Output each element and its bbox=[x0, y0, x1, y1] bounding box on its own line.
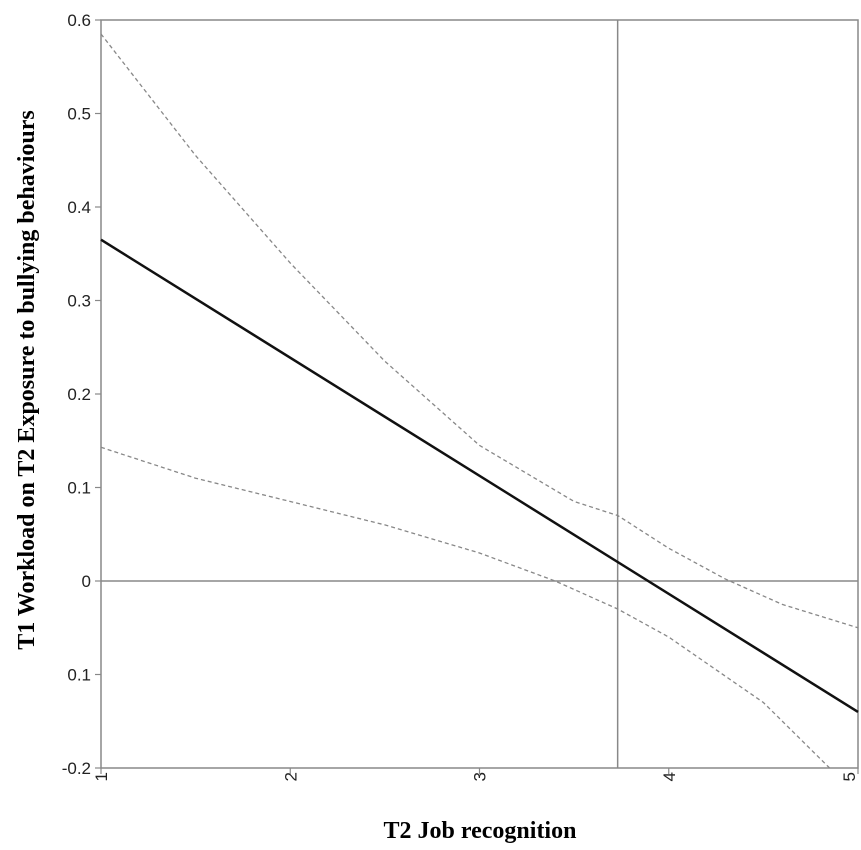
y-axis-title: T1 Workload on T2 Exposure to bullying b… bbox=[14, 110, 40, 650]
series-layer bbox=[100, 33, 859, 769]
x-tick-label: 4 bbox=[660, 772, 679, 781]
reference-lines bbox=[101, 20, 858, 768]
series-estimate bbox=[100, 238, 859, 713]
x-axis-title: T2 Job recognition bbox=[384, 818, 577, 844]
series-lower-bound bbox=[100, 446, 831, 769]
x-tick-label: 3 bbox=[471, 772, 490, 781]
x-tick-label: 2 bbox=[281, 772, 300, 781]
y-tick-label: 0.1 bbox=[67, 479, 91, 498]
y-tick-label: 0 bbox=[82, 572, 91, 591]
x-axis-ticks: 1 2 3 4 5 bbox=[92, 768, 859, 781]
y-tick-label: 0.6 bbox=[67, 11, 91, 30]
y-tick-label: 0.4 bbox=[67, 198, 91, 217]
y-tick-label: 0.1 bbox=[67, 666, 91, 685]
x-tick-label: 5 bbox=[840, 772, 859, 781]
y-tick-label: -0.2 bbox=[62, 759, 91, 778]
y-tick-label: 0.5 bbox=[67, 105, 91, 124]
plot-frame bbox=[100, 19, 859, 769]
y-tick-label: 0.3 bbox=[67, 292, 91, 311]
y-axis-ticks: -0.2 0.1 0 0.1 0.2 0.3 0.4 0.5 0.6 bbox=[62, 11, 101, 778]
y-tick-label: 0.2 bbox=[67, 385, 91, 404]
x-tick-label: 1 bbox=[92, 772, 111, 781]
series-upper-bound bbox=[100, 33, 859, 629]
